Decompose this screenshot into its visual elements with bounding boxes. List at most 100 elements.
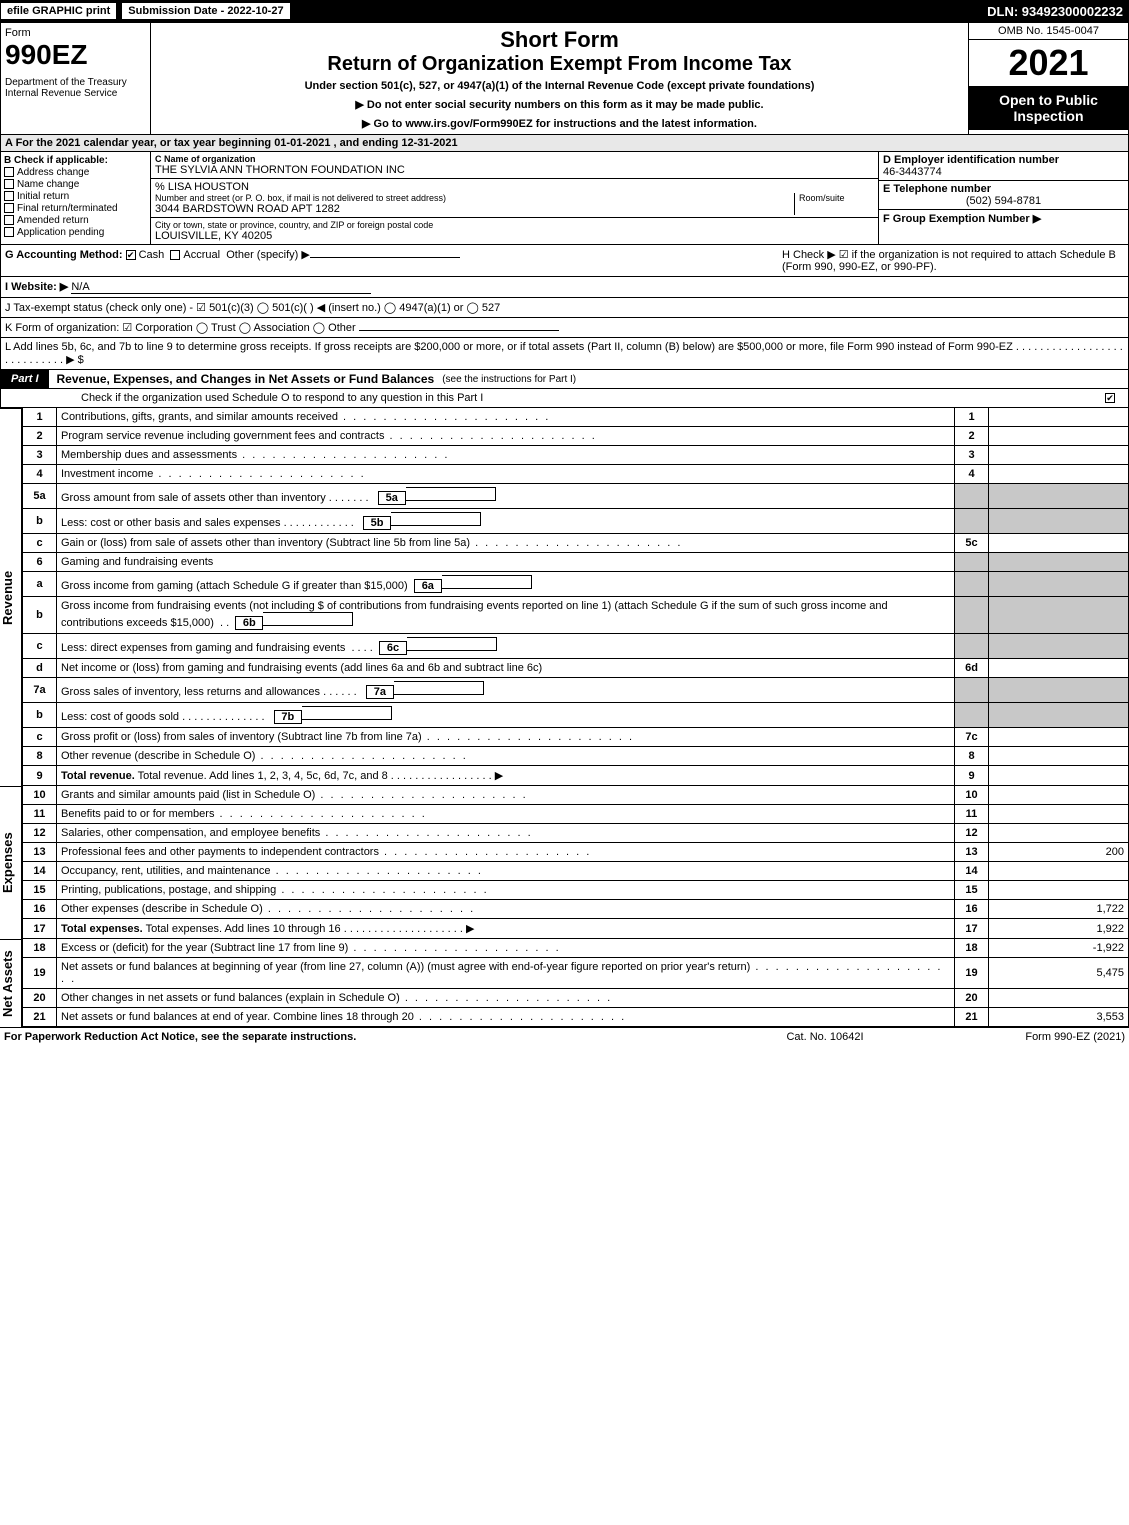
dln-label: DLN: 93492300002232	[987, 4, 1129, 19]
org-name-label: C Name of organization	[155, 154, 874, 164]
form-number: 990EZ	[5, 39, 146, 71]
section-d: D Employer identification number 46-3443…	[878, 152, 1128, 244]
chk-initial-return[interactable]	[4, 191, 14, 201]
line-8: 8Other revenue (describe in Schedule O)8	[23, 747, 1129, 766]
line-6: 6Gaming and fundraising events	[23, 553, 1129, 572]
lbl-other: Other (specify) ▶	[226, 249, 310, 261]
line-12: 12Salaries, other compensation, and empl…	[23, 824, 1129, 843]
footer-cat-no: Cat. No. 10642I	[725, 1031, 925, 1043]
city-state-zip: LOUISVILLE, KY 40205	[155, 230, 874, 242]
expenses-table: 10Grants and similar amounts paid (list …	[22, 786, 1129, 939]
telephone-label: E Telephone number	[883, 183, 1124, 195]
line-15: 15Printing, publications, postage, and s…	[23, 881, 1129, 900]
tax-exempt-text: J Tax-exempt status (check only one) - ☑…	[5, 302, 500, 314]
lbl-cash: Cash	[139, 249, 165, 261]
gross-receipts-text: L Add lines 5b, 6c, and 7b to line 9 to …	[5, 341, 1123, 366]
line-6c: cLess: direct expenses from gaming and f…	[23, 634, 1129, 659]
schedule-o-note: Check if the organization used Schedule …	[81, 392, 483, 404]
line-6b: bGross income from fundraising events (n…	[23, 597, 1129, 634]
net-assets-table: 18Excess or (deficit) for the year (Subt…	[22, 939, 1129, 1027]
val-6b	[263, 612, 353, 626]
bcd-block: B Check if applicable: Address change Na…	[0, 152, 1129, 245]
tax-year: 2021	[969, 40, 1128, 86]
other-org-input[interactable]	[359, 330, 559, 331]
goto-link[interactable]: ▶ Go to www.irs.gov/Form990EZ for instru…	[155, 117, 964, 130]
row-a-period: A For the 2021 calendar year, or tax yea…	[0, 135, 1129, 152]
chk-schedule-o[interactable]: ✔	[1105, 393, 1115, 403]
chk-name-change[interactable]	[4, 179, 14, 189]
city-label: City or town, state or province, country…	[155, 220, 874, 230]
chk-amended-return[interactable]	[4, 215, 14, 225]
line-6a: aGross income from gaming (attach Schedu…	[23, 572, 1129, 597]
line-13: 13Professional fees and other payments t…	[23, 843, 1129, 862]
chk-accrual[interactable]	[170, 250, 180, 260]
line-3: 3Membership dues and assessments3	[23, 446, 1129, 465]
row-j-tax-exempt: J Tax-exempt status (check only one) - ☑…	[0, 298, 1129, 318]
val-5b	[391, 512, 481, 526]
accounting-label: G Accounting Method:	[5, 249, 123, 261]
section-b-label: B Check if applicable:	[4, 155, 147, 166]
group-exemption-label: F Group Exemption Number ▶	[883, 212, 1124, 225]
line-1: 1Contributions, gifts, grants, and simil…	[23, 408, 1129, 427]
part-1-title: Revenue, Expenses, and Changes in Net As…	[49, 372, 435, 386]
chk-address-change[interactable]	[4, 167, 14, 177]
part-1-header: Part I Revenue, Expenses, and Changes in…	[0, 370, 1129, 389]
part-1-tab: Part I	[1, 370, 49, 388]
row-g: G Accounting Method: ✔Cash Accrual Other…	[0, 245, 1129, 277]
line-20: 20Other changes in net assets or fund ba…	[23, 989, 1129, 1008]
line-4: 4Investment income4	[23, 465, 1129, 484]
net-assets-tab: Net Assets	[0, 939, 22, 1027]
line-11: 11Benefits paid to or for members11	[23, 805, 1129, 824]
telephone-value: (502) 594-8781	[883, 195, 1124, 207]
omb-number: OMB No. 1545-0047	[969, 23, 1128, 40]
line-7a: 7aGross sales of inventory, less returns…	[23, 678, 1129, 703]
care-of: % LISA HOUSTON	[155, 181, 874, 193]
line-21: 21Net assets or fund balances at end of …	[23, 1008, 1129, 1027]
form-word: Form	[5, 27, 146, 39]
line-17: 17Total expenses. Total expenses. Add li…	[23, 919, 1129, 939]
form-org-text: K Form of organization: ☑ Corporation ◯ …	[5, 322, 356, 334]
room-label: Room/suite	[799, 193, 874, 203]
row-h: H Check ▶ ☑ if the organization is not r…	[774, 248, 1124, 273]
subtitle: Under section 501(c), 527, or 4947(a)(1)…	[155, 80, 964, 92]
ein-label: D Employer identification number	[883, 154, 1124, 166]
row-i-website: I Website: ▶ N/A	[0, 277, 1129, 298]
revenue-table: 1Contributions, gifts, grants, and simil…	[22, 408, 1129, 786]
val-6c	[407, 637, 497, 651]
header-left: Form 990EZ Department of the Treasury In…	[1, 23, 151, 134]
row-k-form-org: K Form of organization: ☑ Corporation ◯ …	[0, 318, 1129, 338]
row-a-text: A For the 2021 calendar year, or tax yea…	[5, 137, 458, 149]
lbl-amended-return: Amended return	[17, 215, 89, 226]
lbl-final-return: Final return/terminated	[17, 203, 118, 214]
other-specify-input[interactable]	[310, 257, 460, 258]
return-title: Return of Organization Exempt From Incom…	[155, 53, 964, 76]
val-7a	[394, 681, 484, 695]
chk-application-pending[interactable]	[4, 227, 14, 237]
open-to-public: Open to Public Inspection	[969, 86, 1128, 130]
lbl-name-change: Name change	[17, 179, 79, 190]
short-form-title: Short Form	[155, 27, 964, 53]
header-mid: Short Form Return of Organization Exempt…	[151, 23, 968, 134]
lbl-address-change: Address change	[17, 167, 89, 178]
line-9: 9Total revenue. Total revenue. Add lines…	[23, 766, 1129, 786]
ein-value: 46-3443774	[883, 166, 1124, 178]
line-14: 14Occupancy, rent, utilities, and mainte…	[23, 862, 1129, 881]
expenses-tab: Expenses	[0, 786, 22, 939]
form-header: Form 990EZ Department of the Treasury In…	[0, 22, 1129, 135]
ssn-warning: ▶ Do not enter social security numbers o…	[155, 98, 964, 111]
chk-final-return[interactable]	[4, 203, 14, 213]
section-b: B Check if applicable: Address change Na…	[1, 152, 151, 244]
chk-cash[interactable]: ✔	[126, 250, 136, 260]
line-18: 18Excess or (deficit) for the year (Subt…	[23, 939, 1129, 958]
line-16: 16Other expenses (describe in Schedule O…	[23, 900, 1129, 919]
part-1-check-note: Check if the organization used Schedule …	[0, 389, 1129, 408]
val-6a	[442, 575, 532, 589]
lbl-application-pending: Application pending	[17, 227, 104, 238]
section-c: C Name of organization THE SYLVIA ANN TH…	[151, 152, 878, 244]
val-5a	[406, 487, 496, 501]
footer-left: For Paperwork Reduction Act Notice, see …	[4, 1031, 725, 1043]
line-5b: bLess: cost or other basis and sales exp…	[23, 509, 1129, 534]
efile-label: efile GRAPHIC print	[0, 2, 117, 20]
lbl-accrual: Accrual	[183, 249, 220, 261]
revenue-tab: Revenue	[0, 408, 22, 786]
